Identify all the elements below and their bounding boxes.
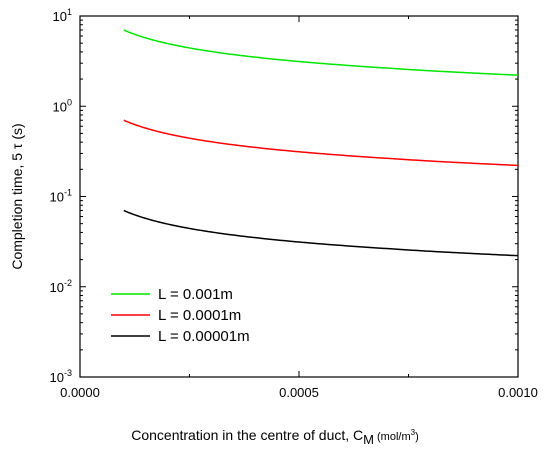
legend-label: L = 0.001m	[158, 286, 233, 303]
y-tick-label-exponent: -1	[64, 188, 72, 198]
x-tick-label: 0.0010	[498, 385, 538, 400]
x-axis-title-subscript: M	[363, 432, 374, 447]
x-axis-title-unit: (mol/m	[377, 431, 411, 443]
series-line-2	[123, 119, 519, 167]
y-tick-label-base: 10	[50, 190, 64, 205]
x-axis-title-main: Concentration in the centre of duct, C	[131, 427, 363, 443]
plot-frame	[79, 15, 519, 378]
legend: L = 0.001m L = 0.0001m L = 0.00001m	[111, 286, 250, 345]
series-layer	[123, 29, 519, 257]
y-tick-label-exponent: 1	[67, 7, 72, 17]
y-tick-label-base: 10	[53, 99, 67, 114]
y-tick-label-exponent: 0	[67, 97, 72, 107]
x-axis-title-unit-close: )	[415, 431, 419, 443]
y-tick-label-exponent: -2	[64, 278, 72, 288]
series-line-3	[123, 209, 519, 257]
x-axis-title: Concentration in the centre of duct, CM(…	[131, 427, 419, 447]
legend-label: L = 0.0001m	[158, 307, 241, 324]
x-tick-label: 0.0000	[60, 385, 100, 400]
y-tick-label-base: 10	[50, 370, 64, 385]
x-axis-title-unit-superscript: 3	[411, 428, 416, 437]
y-tick-label: 10-3	[50, 368, 72, 385]
y-tick-label: 10-2	[50, 278, 72, 295]
y-tick-label: 100	[53, 97, 72, 114]
x-tick-label: 0.0005	[279, 385, 319, 400]
series-line-1	[123, 29, 519, 76]
legend-label: L = 0.00001m	[158, 328, 250, 345]
y-axis-title: Completion time, 5 τ (s)	[9, 123, 25, 269]
y-tick-label-exponent: -3	[64, 368, 72, 378]
y-tick-label-base: 10	[53, 9, 67, 24]
y-tick-label: 101	[53, 7, 72, 24]
y-tick-label-base: 10	[50, 280, 64, 295]
y-tick-label: 10-1	[50, 188, 72, 205]
